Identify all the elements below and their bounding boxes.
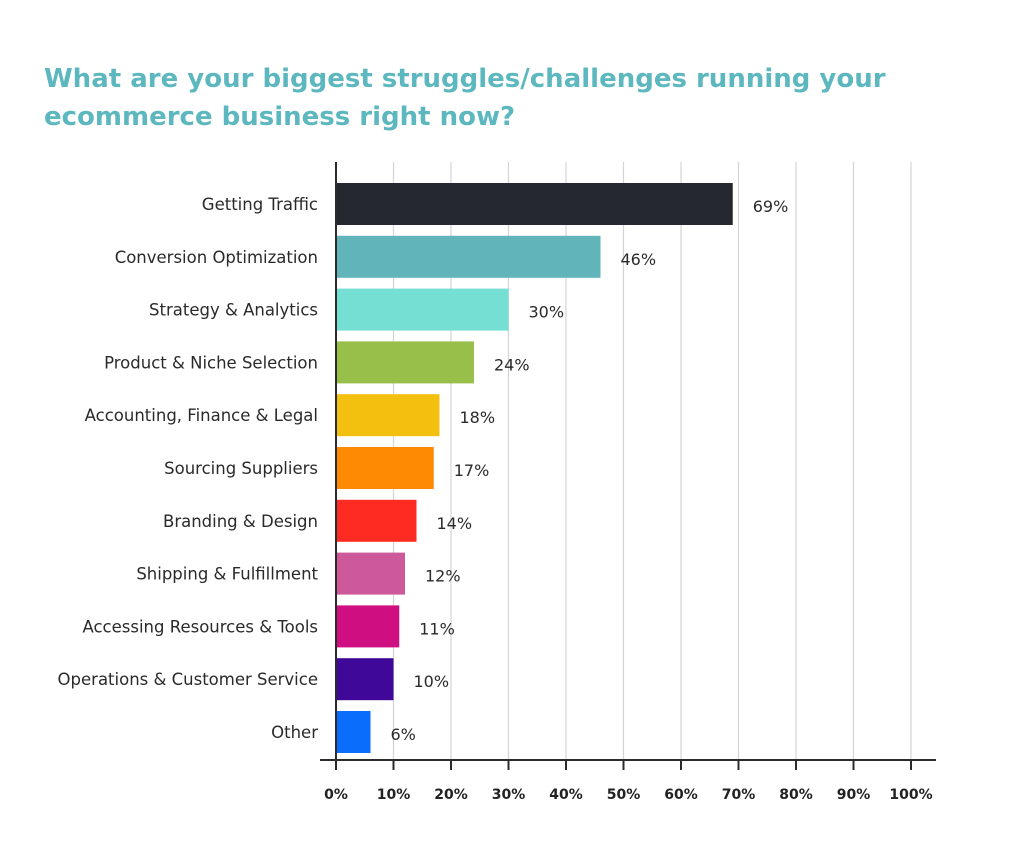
- data-label: 12%: [425, 567, 461, 586]
- bar: [336, 235, 601, 278]
- data-label: 69%: [753, 197, 789, 216]
- data-label: 17%: [454, 461, 490, 480]
- value-labels: 69% 46% 30% 24% 18% 17% 14% 12% 11% 10% 6%: [391, 197, 789, 744]
- data-label: 24%: [494, 355, 530, 374]
- category-label: Product & Niche Selection: [104, 353, 318, 372]
- data-label: 11%: [419, 619, 455, 638]
- category-label: Shipping & Fulfillment: [136, 565, 318, 584]
- x-tick-label: 10%: [377, 787, 411, 803]
- category-label: Accounting, Finance & Legal: [85, 406, 318, 425]
- chart-title: What are your biggest struggles/challeng…: [44, 64, 886, 132]
- category-label: Operations & Customer Service: [58, 670, 318, 689]
- bar: [336, 288, 509, 331]
- bar: [336, 658, 394, 701]
- grid-lines: [392, 162, 912, 760]
- category-label: Strategy & Analytics: [149, 301, 318, 320]
- data-label: 30%: [529, 303, 565, 322]
- data-label: 18%: [460, 408, 496, 427]
- bar: [336, 183, 733, 225]
- x-tick-label: 80%: [779, 787, 813, 803]
- x-tick-label: 60%: [664, 787, 698, 803]
- data-label: 14%: [437, 514, 473, 533]
- bar: [336, 394, 440, 437]
- bar: [336, 447, 434, 489]
- x-tick-label: 50%: [607, 787, 641, 803]
- category-labels: Getting Traffic Conversion Optimization St…: [58, 195, 319, 742]
- x-tick-label: 20%: [434, 787, 468, 803]
- bar: [336, 711, 371, 753]
- category-label: Branding & Design: [163, 512, 318, 531]
- bar: [336, 499, 417, 542]
- category-label: Sourcing Suppliers: [164, 459, 318, 478]
- x-axis-ticks: 0% 10% 20% 30% 40% 50% 60% 70% 80% 90% 100%: [324, 760, 933, 803]
- x-tick-label: 70%: [722, 787, 756, 803]
- bar: [336, 341, 474, 384]
- category-label: Other: [271, 723, 318, 742]
- category-label: Conversion Optimization: [115, 248, 318, 267]
- data-label: 6%: [391, 725, 416, 744]
- category-label: Getting Traffic: [202, 195, 318, 214]
- x-tick-label: 40%: [549, 787, 583, 803]
- bars: [336, 183, 733, 753]
- x-tick-label: 100%: [889, 787, 932, 803]
- bar: [336, 552, 405, 595]
- category-label: Accessing Resources & Tools: [82, 617, 318, 636]
- data-label: 10%: [414, 672, 450, 691]
- x-tick-label: 90%: [837, 787, 871, 803]
- data-label: 46%: [621, 250, 657, 269]
- x-tick-label: 30%: [492, 787, 526, 803]
- bar: [336, 605, 400, 648]
- x-tick-label: 0%: [324, 787, 348, 803]
- axes: [320, 162, 936, 768]
